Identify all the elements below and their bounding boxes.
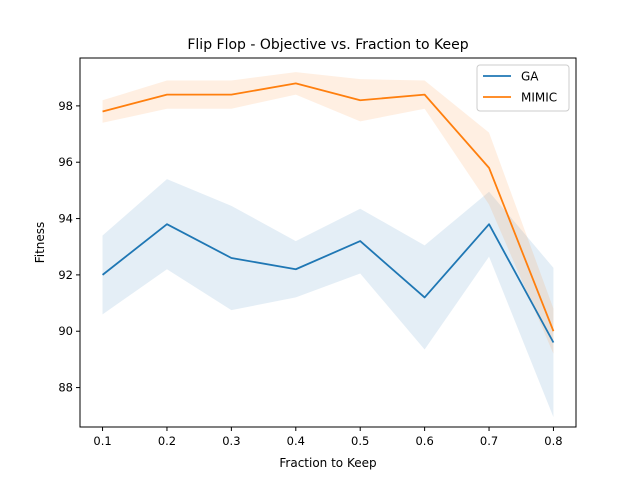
plot-frame	[79, 57, 577, 428]
x-tick-label: 0.7	[480, 434, 498, 448]
x-tick-label: 0.6	[415, 434, 433, 448]
y-tick-label: 98	[58, 99, 73, 113]
confidence-bands	[102, 72, 554, 418]
x-axis-label: Fraction to Keep	[279, 456, 376, 470]
band-ga	[102, 179, 554, 418]
chart-title: Flip Flop - Objective vs. Fraction to Ke…	[187, 37, 468, 53]
y-tick-label: 94	[58, 212, 73, 226]
x-tick-label: 0.4	[287, 434, 305, 448]
legend-label-ga: GA	[521, 70, 539, 84]
series-line-mimic	[102, 82, 555, 332]
y-tick-label: 92	[58, 268, 73, 282]
x-tick-label: 0.5	[351, 434, 369, 448]
legend-label-mimic: MIMIC	[521, 91, 557, 105]
y-tick-label: 96	[58, 155, 73, 169]
x-tick-label: 0.1	[93, 434, 111, 448]
y-axis-ticks: 88 90 92 94 96 98	[58, 99, 80, 395]
x-axis-ticks: 0.1 0.2 0.3 0.4 0.5 0.6 0.7 0.8	[93, 427, 563, 448]
series-line-ga	[101, 223, 555, 343]
y-tick-label: 90	[58, 324, 73, 338]
y-axis-label: Fitness	[33, 222, 47, 264]
x-tick-label: 0.3	[222, 434, 240, 448]
series-lines	[101, 82, 555, 343]
x-tick-label: 0.2	[158, 434, 176, 448]
x-tick-label: 0.8	[544, 434, 562, 448]
legend: GA MIMIC	[476, 64, 570, 112]
y-tick-label: 88	[58, 381, 73, 395]
